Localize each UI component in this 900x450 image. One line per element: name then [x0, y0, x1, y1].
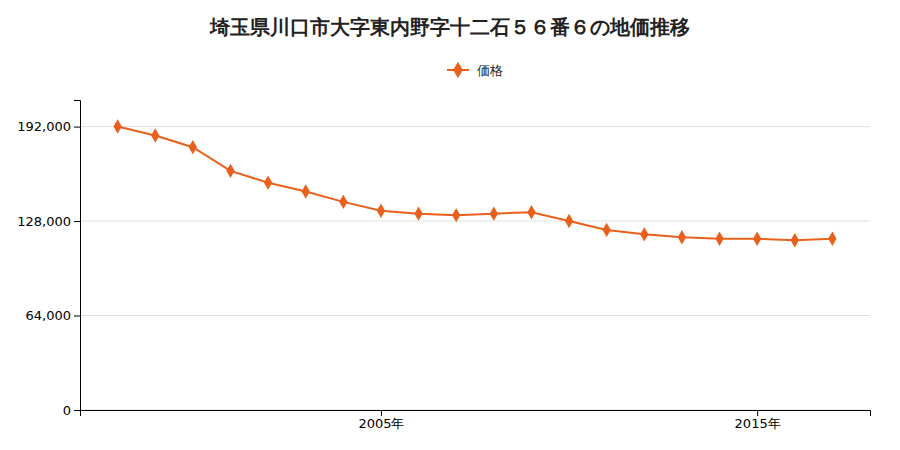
- grid-line: [80, 315, 870, 316]
- plot: 2005年 2015年 0 64,000 128,000 192,000: [17, 101, 870, 432]
- tick-label: 2005年: [358, 416, 404, 431]
- axis-line: [74, 101, 81, 411]
- marks: [113, 119, 836, 247]
- tick-label: 128,000: [17, 214, 71, 229]
- tick: 0: [63, 403, 80, 418]
- marker: [414, 206, 422, 220]
- tick-label: 192,000: [17, 119, 71, 134]
- marker: [113, 119, 121, 133]
- marker: [151, 128, 159, 142]
- marker: [565, 214, 573, 228]
- marker: [377, 204, 385, 218]
- y-axis: 0 64,000 128,000 192,000: [17, 101, 80, 418]
- tick: 192,000: [17, 119, 80, 134]
- tick: 128,000: [17, 214, 80, 229]
- x-axis: 2005年 2015年: [81, 410, 871, 431]
- marker: [527, 205, 535, 219]
- grid: [80, 127, 870, 410]
- tick-label: 2015年: [735, 416, 781, 431]
- marker: [264, 175, 272, 189]
- tick-label: 64,000: [26, 308, 72, 323]
- tick-mark: [74, 410, 80, 411]
- axis-line: [81, 411, 871, 417]
- chart: 埼玉県川口市大字東内野字十二石５６番６の地価推移 2005年 2015年 0 64,00…: [0, 0, 900, 450]
- marker: [490, 206, 498, 220]
- marker: [715, 232, 723, 246]
- legend-item: 価格: [447, 62, 503, 79]
- title: 埼玉県川口市大字東内野字十二石５６番６の地価推移: [209, 15, 690, 39]
- legend: 価格: [447, 62, 503, 79]
- marker: [452, 208, 460, 222]
- tick-mark: [757, 410, 758, 416]
- marker: [226, 164, 234, 178]
- marker: [339, 195, 347, 209]
- grid-line: [80, 126, 870, 127]
- marker: [791, 233, 799, 247]
- marker: [828, 232, 836, 246]
- tick-mark: [74, 316, 80, 317]
- marker: [189, 140, 197, 154]
- tick: 2015年: [735, 410, 781, 431]
- tick-label: 0: [63, 403, 71, 418]
- tick-mark: [74, 221, 80, 222]
- tick-mark: [381, 410, 382, 416]
- line: [118, 127, 833, 241]
- markers: [113, 119, 836, 247]
- marker: [753, 232, 761, 246]
- marker: [302, 184, 310, 198]
- marker: [678, 230, 686, 244]
- legend-symbol: [453, 62, 463, 79]
- tick-mark: [74, 127, 80, 128]
- marker: [640, 227, 648, 241]
- legend-label: 価格: [477, 63, 503, 78]
- tick: 64,000: [26, 308, 81, 323]
- tick: 2005年: [358, 410, 404, 431]
- marker: [603, 223, 611, 237]
- grid-line: [80, 221, 870, 222]
